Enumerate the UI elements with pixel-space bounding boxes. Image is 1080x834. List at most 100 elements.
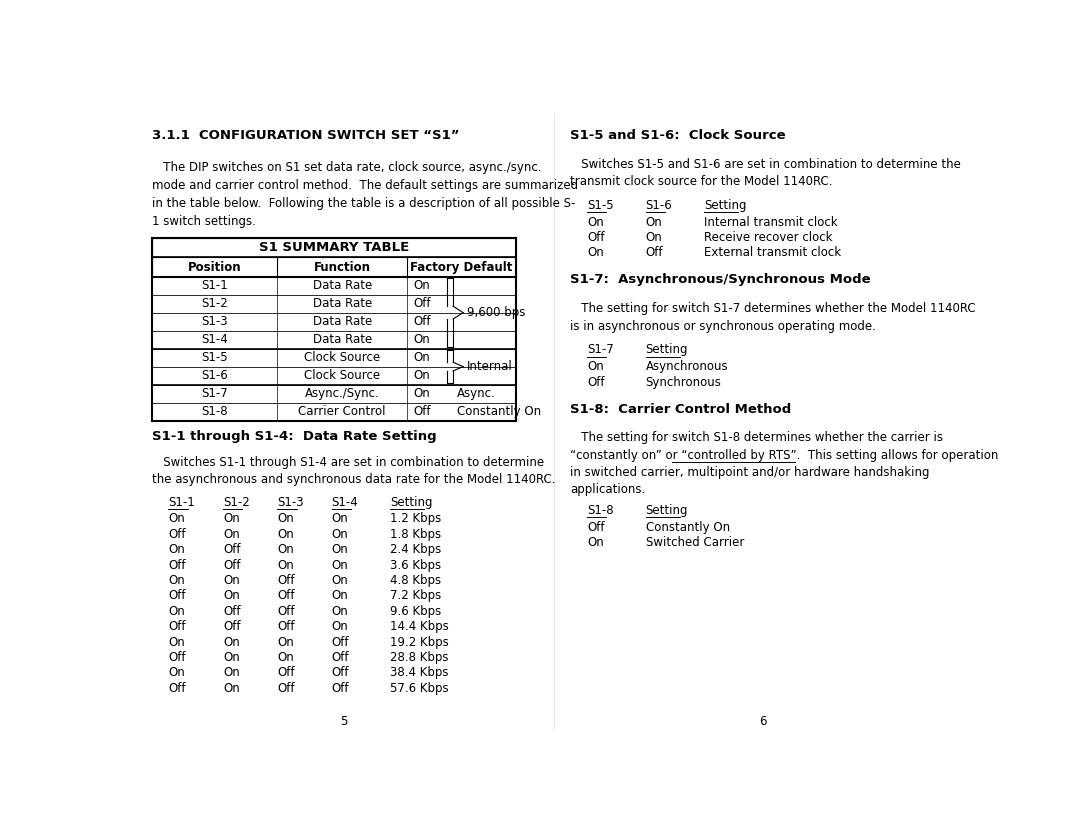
Text: On: On — [278, 559, 294, 571]
Text: Off: Off — [222, 559, 241, 571]
Text: 9.6 Kbps: 9.6 Kbps — [390, 605, 442, 618]
Text: S1-2: S1-2 — [201, 297, 228, 310]
Text: On: On — [222, 528, 240, 540]
Text: Receive recover clock: Receive recover clock — [704, 231, 833, 244]
FancyBboxPatch shape — [151, 313, 516, 330]
Text: On: On — [222, 590, 240, 602]
Text: Off: Off — [168, 528, 186, 540]
Text: Off: Off — [222, 543, 241, 556]
Text: On: On — [646, 231, 662, 244]
Text: Off: Off — [332, 666, 349, 680]
Text: “constantly on” or “controlled by RTS”.  This setting allows for operation: “constantly on” or “controlled by RTS”. … — [570, 449, 999, 462]
Text: Data Rate: Data Rate — [312, 315, 372, 328]
Text: S1-7: S1-7 — [201, 387, 228, 400]
Text: 14.4 Kbps: 14.4 Kbps — [390, 620, 449, 633]
Text: 4.8 Kbps: 4.8 Kbps — [390, 574, 442, 587]
Text: S1-6: S1-6 — [201, 369, 228, 382]
Text: The DIP switches on S1 set data rate, clock source, async./sync.: The DIP switches on S1 set data rate, cl… — [151, 161, 541, 174]
Text: On: On — [332, 559, 349, 571]
Text: Off: Off — [168, 682, 186, 695]
Text: Off: Off — [222, 620, 241, 633]
Text: S1-5: S1-5 — [201, 351, 228, 364]
Text: On: On — [414, 333, 431, 346]
Text: Data Rate: Data Rate — [312, 333, 372, 346]
Text: 7.2 Kbps: 7.2 Kbps — [390, 590, 442, 602]
Text: Internal transmit clock: Internal transmit clock — [704, 216, 838, 229]
Text: Off: Off — [414, 405, 431, 418]
Text: S1-5: S1-5 — [588, 199, 613, 212]
Text: On: On — [222, 682, 240, 695]
Text: On: On — [278, 543, 294, 556]
Text: Switches S1-1 through S1-4 are set in combination to determine: Switches S1-1 through S1-4 are set in co… — [151, 456, 544, 469]
FancyBboxPatch shape — [151, 258, 516, 277]
Text: 2.4 Kbps: 2.4 Kbps — [390, 543, 442, 556]
Text: On: On — [278, 636, 294, 649]
Text: On: On — [588, 536, 604, 549]
Text: Constantly On: Constantly On — [457, 405, 541, 418]
Text: On: On — [332, 620, 349, 633]
Text: applications.: applications. — [570, 484, 646, 496]
Text: On: On — [588, 247, 604, 259]
Text: Off: Off — [168, 620, 186, 633]
Text: Off: Off — [278, 620, 295, 633]
Text: 9,600 bps: 9,600 bps — [468, 306, 526, 319]
Text: On: On — [332, 528, 349, 540]
Text: On: On — [414, 279, 431, 292]
FancyBboxPatch shape — [151, 330, 516, 349]
FancyBboxPatch shape — [151, 349, 516, 367]
Text: On: On — [414, 387, 431, 400]
FancyBboxPatch shape — [151, 367, 516, 384]
Text: Switched Carrier: Switched Carrier — [646, 536, 744, 549]
Text: On: On — [332, 543, 349, 556]
Text: On: On — [414, 351, 431, 364]
Text: On: On — [646, 216, 662, 229]
Text: On: On — [414, 369, 431, 382]
Text: On: On — [168, 574, 186, 587]
Text: Off: Off — [588, 231, 605, 244]
Text: S1-7: S1-7 — [588, 344, 613, 356]
Text: S1 SUMMARY TABLE: S1 SUMMARY TABLE — [259, 241, 409, 254]
Text: On: On — [278, 512, 294, 525]
Text: Off: Off — [588, 520, 605, 534]
Text: Off: Off — [168, 559, 186, 571]
Text: Off: Off — [332, 651, 349, 664]
Text: Data Rate: Data Rate — [312, 279, 372, 292]
Text: transmit clock source for the Model 1140RC.: transmit clock source for the Model 1140… — [570, 175, 833, 188]
Text: Constantly On: Constantly On — [646, 520, 730, 534]
Text: Position: Position — [188, 260, 241, 274]
Text: S1-4: S1-4 — [332, 495, 359, 509]
Text: S1-8: S1-8 — [201, 405, 228, 418]
Text: S1-2: S1-2 — [222, 495, 249, 509]
Text: On: On — [168, 636, 186, 649]
Text: On: On — [222, 666, 240, 680]
Text: the asynchronous and synchronous data rate for the Model 1140RC.: the asynchronous and synchronous data ra… — [151, 473, 555, 486]
Text: Async./Sync.: Async./Sync. — [305, 387, 379, 400]
Text: The setting for switch S1-8 determines whether the carrier is: The setting for switch S1-8 determines w… — [570, 431, 943, 445]
Text: Setting: Setting — [646, 344, 688, 356]
Text: 38.4 Kbps: 38.4 Kbps — [390, 666, 449, 680]
Text: On: On — [168, 543, 186, 556]
Text: S1-3: S1-3 — [201, 315, 228, 328]
Text: is in asynchronous or synchronous operating mode.: is in asynchronous or synchronous operat… — [570, 319, 876, 333]
Text: On: On — [168, 512, 186, 525]
Text: On: On — [168, 605, 186, 618]
Text: Off: Off — [278, 666, 295, 680]
Text: Synchronous: Synchronous — [646, 375, 721, 389]
Text: 1 switch settings.: 1 switch settings. — [151, 215, 256, 228]
Text: Off: Off — [414, 315, 431, 328]
Text: Off: Off — [414, 297, 431, 310]
Text: On: On — [332, 590, 349, 602]
Text: Setting: Setting — [704, 199, 746, 212]
Text: On: On — [278, 528, 294, 540]
Text: S1-5 and S1-6:  Clock Source: S1-5 and S1-6: Clock Source — [570, 129, 786, 142]
Text: 3.1.1  CONFIGURATION SWITCH SET “S1”: 3.1.1 CONFIGURATION SWITCH SET “S1” — [151, 129, 459, 142]
Text: S1-8:  Carrier Control Method: S1-8: Carrier Control Method — [570, 403, 792, 415]
Text: 6: 6 — [759, 715, 767, 728]
Text: Setting: Setting — [646, 504, 688, 517]
Text: S1-1 through S1-4:  Data Rate Setting: S1-1 through S1-4: Data Rate Setting — [151, 430, 436, 443]
Text: On: On — [222, 574, 240, 587]
Text: Off: Off — [168, 590, 186, 602]
Text: Off: Off — [278, 682, 295, 695]
FancyBboxPatch shape — [151, 239, 516, 258]
Text: On: On — [332, 512, 349, 525]
